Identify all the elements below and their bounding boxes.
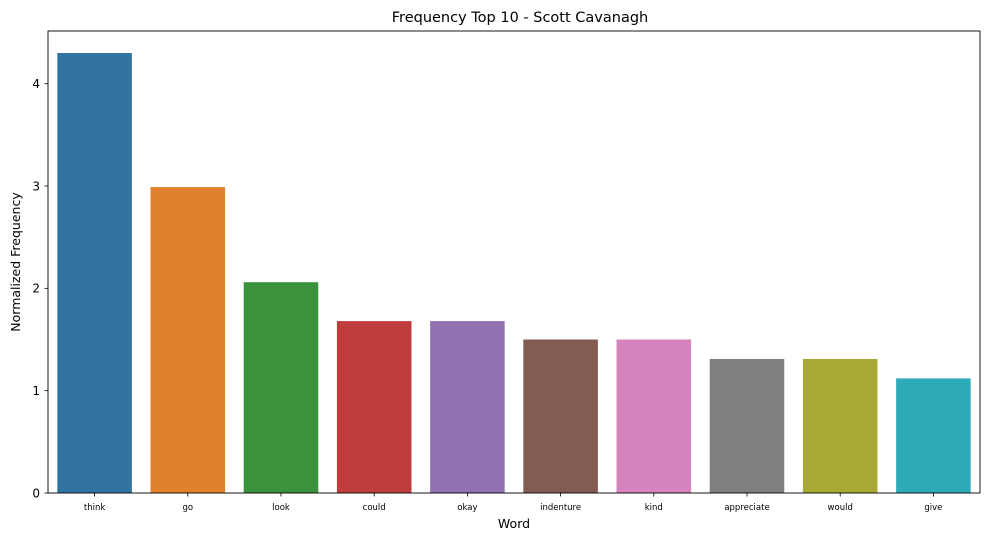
x-tick-label: could — [363, 503, 386, 513]
x-tick-label: give — [924, 503, 942, 513]
bar-indenture — [523, 339, 598, 493]
y-tick-label: 0 — [32, 486, 40, 500]
y-tick-label: 3 — [32, 179, 40, 193]
bar-would — [802, 358, 878, 493]
chart-title: Frequency Top 10 - Scott Cavanagh — [392, 10, 648, 26]
bar-give — [896, 378, 971, 493]
x-tick-label: appreciate — [724, 503, 769, 513]
x-tick-label: okay — [457, 503, 477, 513]
bars-group — [57, 53, 971, 494]
bar-look — [243, 282, 319, 493]
x-tick-label: would — [828, 503, 853, 513]
x-axis: think go look could okay indenture kind appreci… — [84, 493, 942, 513]
x-tick-label: indenture — [540, 503, 581, 513]
bar-okay — [430, 321, 505, 493]
x-axis-label: Word — [498, 516, 530, 531]
x-tick-label: look — [272, 503, 290, 513]
y-tick-label: 4 — [32, 77, 40, 91]
x-tick-label: think — [84, 503, 105, 513]
bar-appreciate — [709, 358, 785, 493]
x-tick-label: go — [182, 503, 193, 513]
x-tick-label: kind — [645, 503, 663, 513]
bar-think — [57, 53, 132, 493]
bar-go — [150, 187, 226, 494]
y-tick-label: 2 — [32, 282, 40, 296]
bar-kind — [616, 339, 692, 493]
y-axis-label: Normalized Frequency — [8, 192, 23, 332]
y-tick-label: 1 — [32, 384, 40, 398]
y-axis: 0 1 2 3 4 — [32, 77, 48, 500]
plot-frame — [47, 30, 981, 494]
bar-could — [336, 321, 412, 493]
